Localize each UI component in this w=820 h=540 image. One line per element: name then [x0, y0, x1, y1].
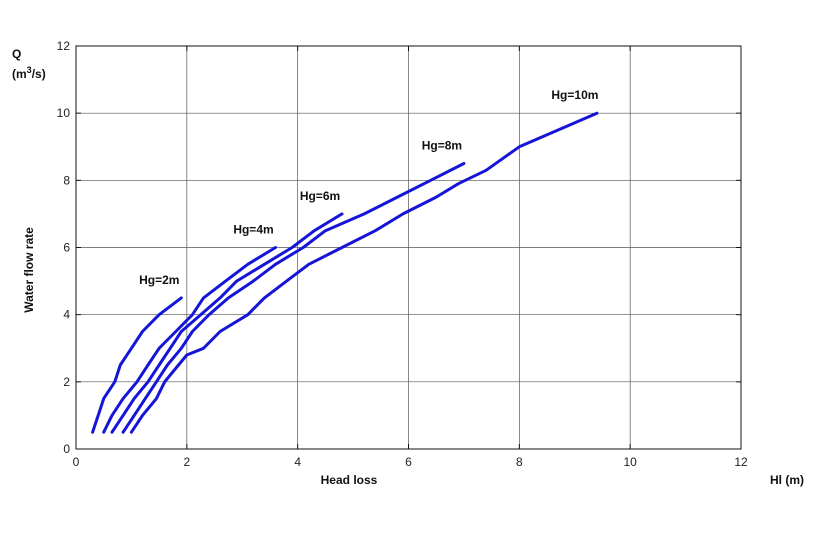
series-line-hg-4m [102, 246, 277, 434]
x-axis-unit-label: Hl (m) [770, 473, 804, 487]
x-tick-label: 12 [734, 455, 748, 469]
series-label-hg-2m: Hg=2m [139, 273, 179, 287]
grid-lines [75, 45, 742, 450]
y-axis-title: Water flow rate [22, 227, 36, 313]
y-axis-unit-symbol: Q [12, 47, 21, 61]
y-tick-label: 12 [57, 39, 71, 53]
x-tick-label: 2 [183, 455, 190, 469]
y-tick-label: 6 [63, 241, 70, 255]
x-axis-title: Head loss [321, 473, 378, 487]
y-unit-tail: /s) [32, 67, 46, 81]
x-tick-label: 4 [294, 455, 301, 469]
axis-ticks: 0 2 4 6 8 10 12 0 2 4 6 8 10 12 [57, 39, 748, 469]
series-line-hg-8m [121, 162, 466, 434]
x-tick-label: 6 [405, 455, 412, 469]
series-label-hg-8m: Hg=8m [422, 139, 462, 153]
series-label-hg-6m: Hg=6m [300, 189, 340, 203]
series-labels: Hg=2m Hg=4m Hg=6m Hg=8m Hg=10m [139, 88, 598, 287]
series-label-hg-10m: Hg=10m [551, 88, 598, 102]
y-unit-superscript: 3 [27, 65, 32, 75]
x-tick-label: 8 [516, 455, 523, 469]
y-tick-label: 10 [57, 106, 71, 120]
x-tick-label: 10 [623, 455, 637, 469]
x-tick-label: 0 [73, 455, 80, 469]
y-unit-base: (m [12, 67, 27, 81]
series-lines [91, 111, 599, 434]
y-axis-unit-label: (m3/s) [12, 65, 46, 81]
y-tick-label: 8 [63, 173, 70, 187]
series-line-hg-6m [110, 212, 344, 434]
y-tick-label: 0 [63, 442, 70, 456]
series-line-hg-2m [91, 296, 183, 434]
y-tick-label: 2 [63, 375, 70, 389]
series-label-hg-4m: Hg=4m [233, 223, 273, 237]
series-line-hg-10m [129, 111, 599, 434]
y-tick-label: 4 [63, 308, 70, 322]
